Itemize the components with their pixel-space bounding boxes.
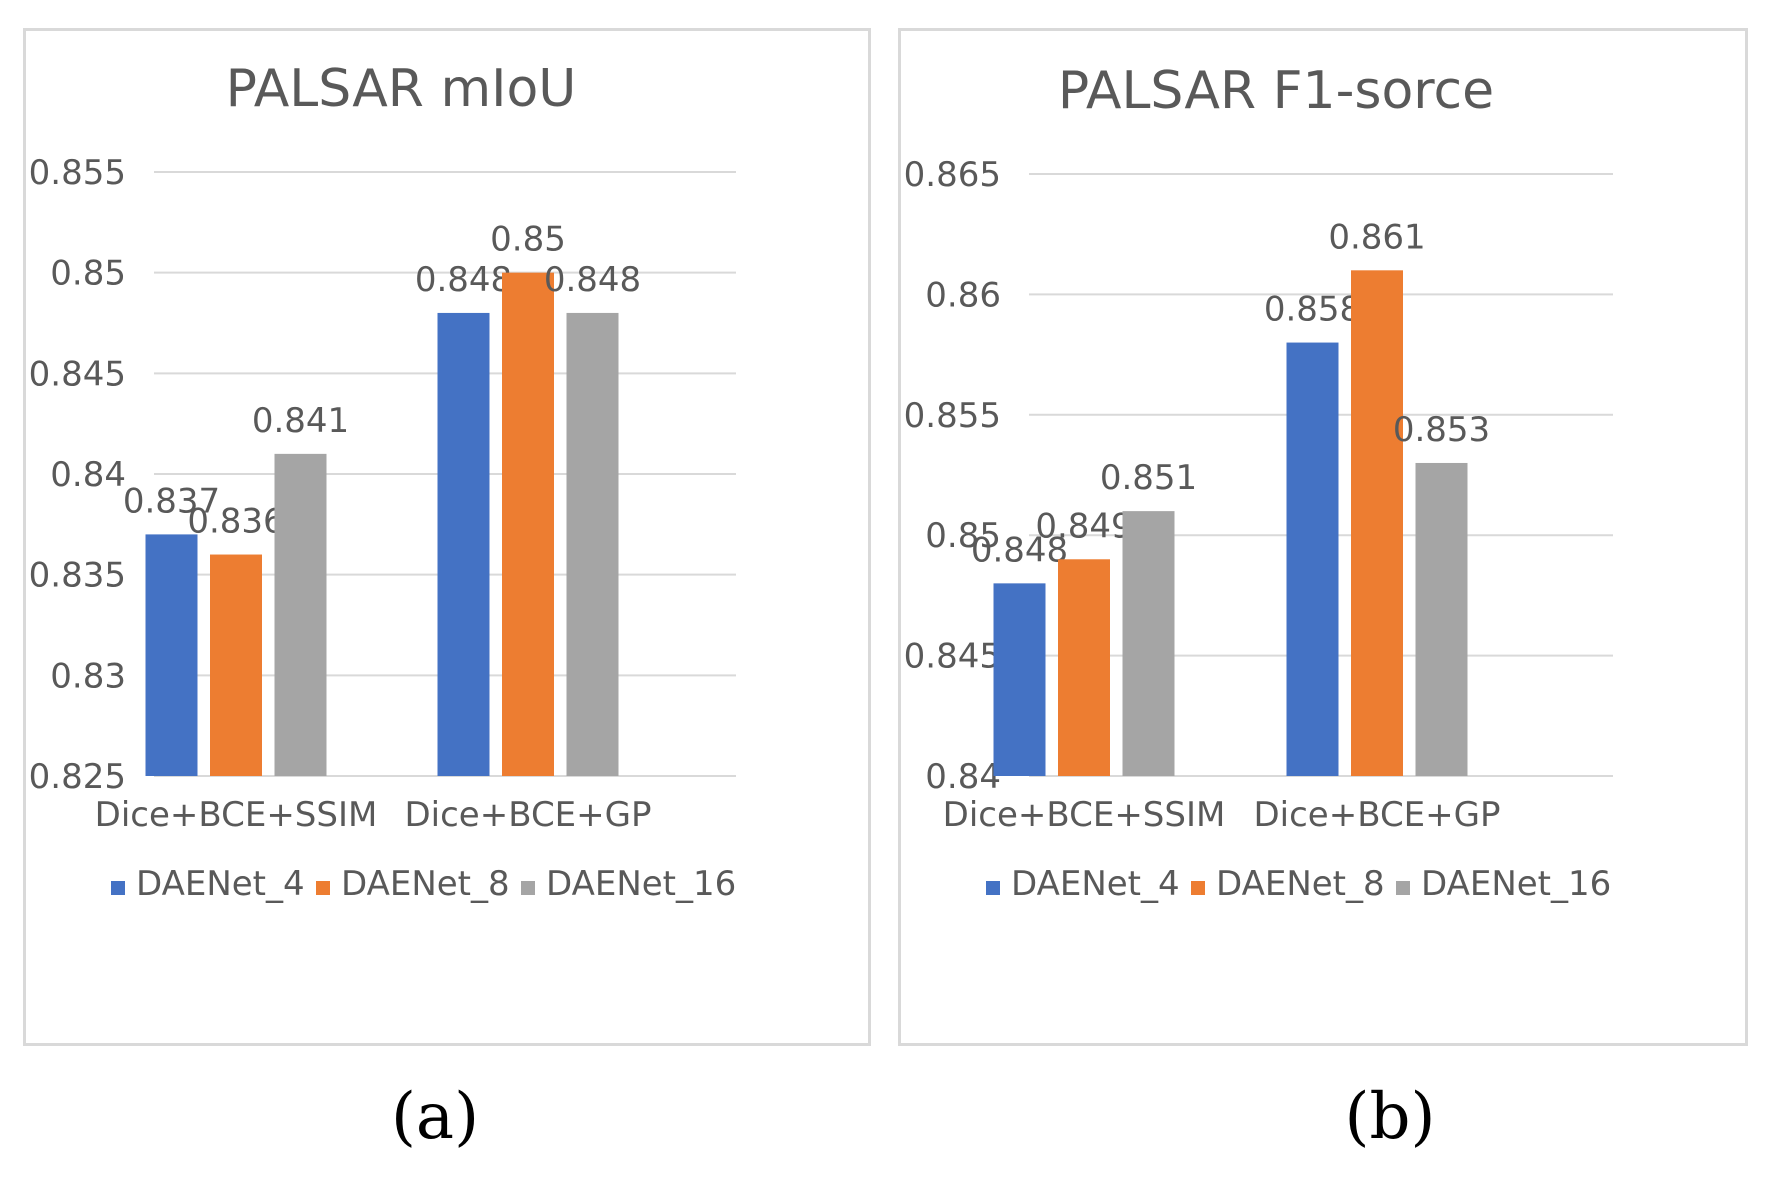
- chart-svg-b: PALSAR F1-sorce 0.84 0.845 0.85 0.855 0.86 0.8…: [904, 61, 1613, 904]
- x-category-label: Dice+BCE+GP: [1253, 795, 1500, 835]
- x-category-label: Dice+BCE+SSIM: [95, 795, 378, 835]
- y-tick-label: 0.85: [50, 254, 126, 294]
- bar-daenet-8-1: [1351, 270, 1403, 776]
- y-tick-label: 0.85: [925, 516, 1001, 556]
- legend-marker: [1396, 881, 1410, 895]
- subfigure-label-a: (a): [390, 1080, 480, 1154]
- data-label: 0.841: [252, 401, 349, 441]
- y-tick-label: 0.845: [904, 637, 1001, 677]
- bar-daenet-4-1: [437, 312, 490, 776]
- legend-marker: [316, 881, 330, 895]
- data-label: 0.851: [1100, 458, 1197, 498]
- bar-daenet-16-1: [566, 312, 619, 776]
- chart-svg-a: PALSAR mIoU0.8250.830.8350.840.8450.850.…: [29, 59, 737, 904]
- data-label: 0.849: [1035, 506, 1132, 546]
- data-label: 0.848: [971, 530, 1068, 570]
- data-label: 0.848: [415, 260, 512, 300]
- bar-daenet-16-0: [274, 453, 327, 776]
- data-label: 0.858: [1264, 290, 1361, 330]
- legend-label: DAENet_4: [1011, 864, 1180, 904]
- bar-daenet-4-0: [993, 583, 1046, 776]
- x-category-label: Dice+BCE+SSIM: [943, 795, 1226, 835]
- bar-daenet-16-1: [1415, 462, 1468, 776]
- data-label: 0.848: [544, 260, 641, 300]
- bar-daenet-4-0: [145, 534, 198, 776]
- bar-daenet-16-0: [1122, 511, 1175, 776]
- y-tick-label: 0.84: [50, 455, 126, 495]
- bar-daenet-4-1: [1286, 342, 1339, 776]
- bar-daenet-8-0: [1058, 559, 1110, 776]
- chart-title: PALSAR F1-sorce: [1058, 61, 1494, 121]
- chart-title: PALSAR mIoU: [226, 59, 577, 119]
- legend-marker: [986, 881, 1000, 895]
- y-tick-label: 0.865: [904, 155, 1001, 195]
- subfigure-label-b: (b): [1344, 1080, 1436, 1154]
- data-label: 0.861: [1328, 217, 1425, 257]
- bar-daenet-8-0: [210, 554, 262, 776]
- y-tick-label: 0.84: [925, 757, 1001, 797]
- y-tick-label: 0.86: [925, 275, 1001, 315]
- y-tick-label: 0.825: [29, 757, 126, 797]
- data-label: 0.85: [490, 220, 566, 260]
- data-label: 0.837: [123, 481, 220, 521]
- chart-panel-a: PALSAR mIoU 0.825 0.83 0.835 0.84 0.845 0.85 0.…: [23, 28, 871, 1046]
- bar-daenet-8-1: [502, 272, 554, 776]
- legend-marker: [521, 881, 535, 895]
- y-tick-label: 0.855: [29, 153, 126, 193]
- x-category-label: Dice+BCE+GP: [404, 795, 651, 835]
- legend-marker: [111, 881, 125, 895]
- legend-label: DAENet_4: [136, 864, 305, 904]
- legend-label: DAENet_16: [546, 864, 736, 904]
- legend-label: DAENet_8: [1216, 864, 1385, 904]
- legend-label: DAENet_16: [1421, 864, 1611, 904]
- data-label: 0.836: [187, 502, 284, 542]
- y-tick-label: 0.835: [29, 556, 126, 596]
- y-tick-label: 0.855: [904, 396, 1001, 436]
- legend-label: DAENet_8: [341, 864, 510, 904]
- y-tick-label: 0.83: [50, 656, 126, 696]
- legend-marker: [1191, 881, 1205, 895]
- data-label: 0.853: [1393, 410, 1490, 450]
- y-tick-label: 0.845: [29, 354, 126, 394]
- chart-panel-b: PALSAR F1-sorce 0.84 0.845 0.85 0.855 0.86 0.8…: [898, 28, 1748, 1046]
